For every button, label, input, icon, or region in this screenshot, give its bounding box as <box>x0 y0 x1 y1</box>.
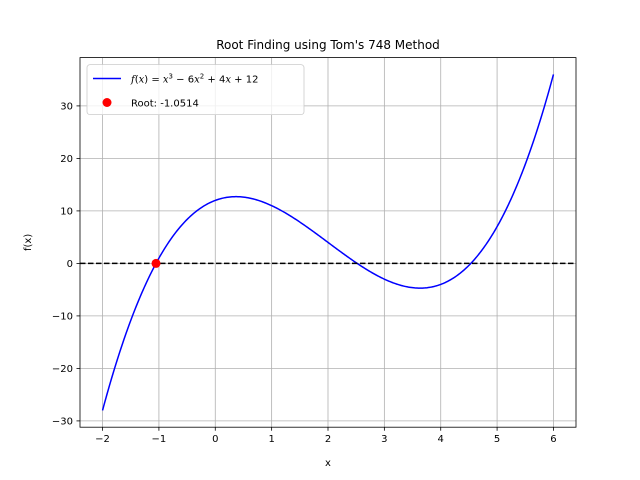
y-tick-label: 30 <box>60 101 73 112</box>
chart-title: Root Finding using Tom's 748 Method <box>216 38 440 52</box>
legend-math-minus6: − 6 <box>173 75 194 86</box>
y-axis: −30 −20 −10 0 10 20 30 <box>52 101 80 427</box>
x-tick-label: −1 <box>152 434 167 445</box>
legend-math-exp2: 2 <box>200 73 204 81</box>
y-tick-label: 0 <box>67 259 73 270</box>
x-tick-label: 2 <box>325 434 331 445</box>
x-tick-label: 5 <box>494 434 500 445</box>
x-axis-label: x <box>325 458 331 469</box>
y-tick-label: 10 <box>60 206 73 217</box>
x-tick-label: 0 <box>212 434 218 445</box>
legend-math-eq: ) = <box>144 75 163 86</box>
legend-label-root: Root: -1.0514 <box>131 99 199 110</box>
legend-label-function: f(x) = x3 − 6x2 + 4x + 12 <box>130 73 258 86</box>
legend-marker-swatch <box>102 98 112 107</box>
legend-math-x2: x <box>194 75 200 86</box>
x-axis: −2 −1 0 1 2 3 4 5 6 <box>95 427 557 445</box>
legend-math-open: ( <box>135 75 139 86</box>
y-tick-label: −30 <box>52 416 73 427</box>
x-tick-label: 6 <box>550 434 556 445</box>
x-tick-label: −2 <box>95 434 110 445</box>
legend-math-x1: x <box>225 75 231 86</box>
y-tick-label: −10 <box>52 311 73 322</box>
plot-area <box>80 74 576 411</box>
x-tick-label: 1 <box>268 434 274 445</box>
root-marker <box>151 258 161 268</box>
x-tick-label: 3 <box>381 434 387 445</box>
legend-math-plus4: + 4 <box>204 75 225 86</box>
legend: f(x) = x3 − 6x2 + 4x + 12 Root: -1.0514 <box>86 64 305 115</box>
legend-math-exp3: 3 <box>169 73 173 81</box>
legend-math-x3: x <box>163 75 169 86</box>
function-curve <box>101 74 555 411</box>
y-axis-label: f(x) <box>23 234 34 251</box>
legend-box <box>86 64 305 115</box>
x-tick-label: 4 <box>438 434 444 445</box>
legend-math-x: x <box>139 75 145 86</box>
y-tick-label: −20 <box>52 364 73 375</box>
legend-math-f: f <box>130 75 137 86</box>
legend-math-plus12: + 12 <box>231 75 258 86</box>
y-tick-label: 20 <box>60 154 73 165</box>
